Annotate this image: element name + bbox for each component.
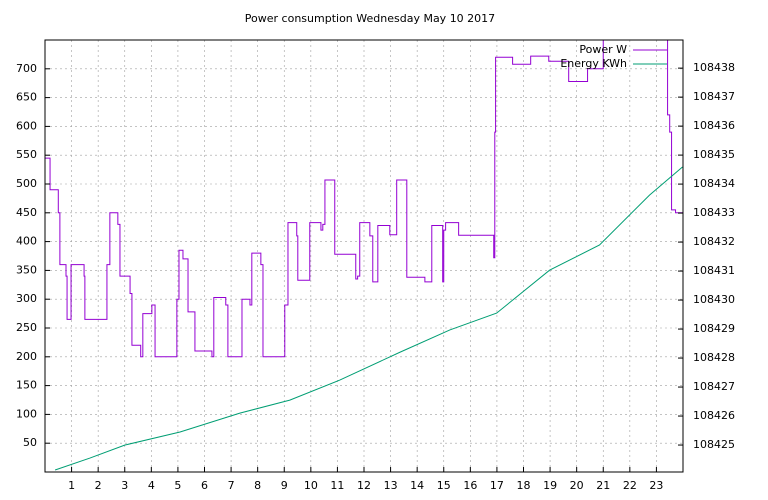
y-tick-label: 200 xyxy=(16,350,37,363)
y-tick-label: 100 xyxy=(16,407,37,420)
y-tick-label: 400 xyxy=(16,235,37,248)
x-tick-label: 4 xyxy=(148,479,155,492)
series-line xyxy=(45,40,683,358)
legend-label: Power W xyxy=(579,43,627,56)
y2-tick-label: 108429 xyxy=(693,322,735,335)
x-tick-label: 13 xyxy=(384,479,398,492)
legend-label: Energy KWh xyxy=(560,57,627,70)
x-tick-label: 22 xyxy=(623,479,637,492)
y2-tick-label: 108434 xyxy=(693,177,735,190)
x-tick-label: 7 xyxy=(228,479,235,492)
x-tick-label: 1 xyxy=(68,479,75,492)
x-tick-label: 10 xyxy=(304,479,318,492)
y-tick-label: 700 xyxy=(16,62,37,75)
y2-tick-label: 108428 xyxy=(693,351,735,364)
y-tick-label: 150 xyxy=(16,379,37,392)
y2-tick-label: 108438 xyxy=(693,61,735,74)
y-tick-label: 650 xyxy=(16,91,37,104)
y-tick-label: 300 xyxy=(16,292,37,305)
x-tick-label: 8 xyxy=(254,479,261,492)
x-tick-label: 5 xyxy=(174,479,181,492)
y2-tick-label: 108426 xyxy=(693,409,735,422)
x-tick-label: 3 xyxy=(121,479,128,492)
x-tick-label: 11 xyxy=(330,479,344,492)
x-tick-label: 20 xyxy=(570,479,584,492)
y2-tick-label: 108425 xyxy=(693,438,735,451)
y2-tick-label: 108433 xyxy=(693,206,735,219)
x-tick-label: 17 xyxy=(490,479,504,492)
x-tick-label: 9 xyxy=(281,479,288,492)
x-tick-label: 18 xyxy=(517,479,531,492)
y2-tick-label: 108432 xyxy=(693,235,735,248)
x-tick-label: 12 xyxy=(357,479,371,492)
chart-title: Power consumption Wednesday May 10 2017 xyxy=(245,12,495,25)
plot-area xyxy=(45,40,683,471)
y-tick-label: 600 xyxy=(16,119,37,132)
x-tick-label: 6 xyxy=(201,479,208,492)
x-tick-label: 15 xyxy=(437,479,451,492)
y-tick-label: 500 xyxy=(16,177,37,190)
x-tick-label: 21 xyxy=(596,479,610,492)
y2-tick-label: 108427 xyxy=(693,380,735,393)
y-tick-label: 450 xyxy=(16,206,37,219)
y2-tick-label: 108431 xyxy=(693,264,735,277)
y-tick-label: 50 xyxy=(23,436,37,449)
y2-tick-label: 108435 xyxy=(693,148,735,161)
y-tick-label: 550 xyxy=(16,148,37,161)
y2-tick-label: 108430 xyxy=(693,293,735,306)
y-tick-label: 350 xyxy=(16,263,37,276)
x-tick-label: 23 xyxy=(649,479,663,492)
x-tick-label: 14 xyxy=(410,479,424,492)
grid xyxy=(45,40,683,472)
x-tick-label: 19 xyxy=(543,479,557,492)
y-tick-label: 250 xyxy=(16,321,37,334)
series-line xyxy=(54,166,683,471)
x-tick-label: 2 xyxy=(95,479,102,492)
y2-tick-label: 108437 xyxy=(693,90,735,103)
x-tick-label: 16 xyxy=(463,479,477,492)
y2-tick-label: 108436 xyxy=(693,119,735,132)
